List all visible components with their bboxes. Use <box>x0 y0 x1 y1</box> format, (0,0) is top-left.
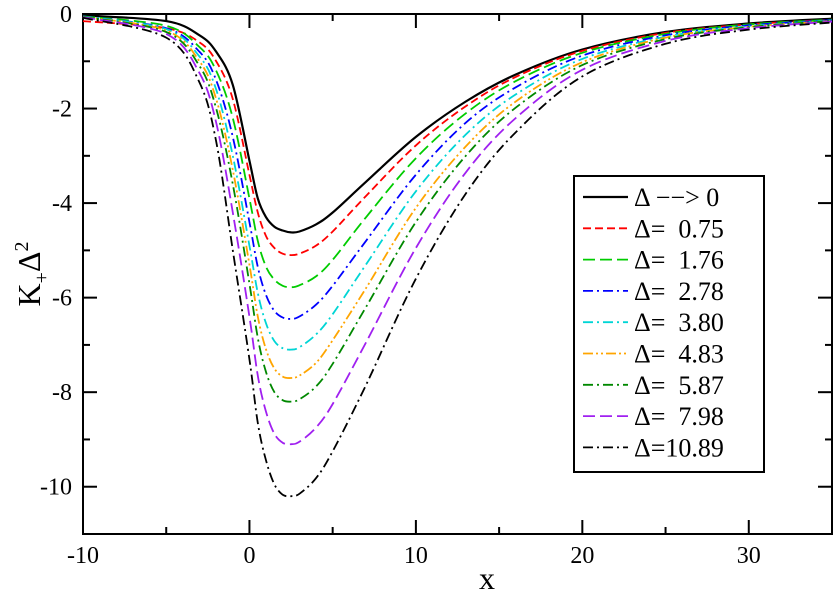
y-tick-label: -8 <box>52 380 72 406</box>
y-tick-labels: 0 -2 -4 -6 -8 -10 <box>40 2 72 501</box>
legend-label-8: Δ=10.89 <box>634 433 724 462</box>
series-line-2 <box>82 15 833 289</box>
y-axis-label-main: K <box>11 283 47 306</box>
legend-label-7: Δ= 7.98 <box>634 402 724 431</box>
y-axis-label: K+Δ2 <box>11 242 53 307</box>
legend-label-0: Δ −−> 0 <box>634 183 719 212</box>
x-tick-label: 10 <box>404 543 428 569</box>
y-axis-label-sub: + <box>31 272 53 283</box>
series-line-5 <box>82 15 833 379</box>
series-lines <box>82 14 833 498</box>
legend-label-4: Δ= 3.80 <box>634 308 724 337</box>
y-axis-label-sup: 2 <box>11 242 33 252</box>
series-line-7 <box>82 16 833 446</box>
legend-label-1: Δ= 0.75 <box>634 214 724 243</box>
plot-frame <box>82 13 833 535</box>
x-tick-label: 0 <box>243 543 255 569</box>
x-tick-label: -10 <box>67 543 99 569</box>
legend: Δ −−> 0Δ= 0.75 Δ= 1.76Δ= 2.78Δ= 3.80 Δ= 4.… <box>573 175 765 473</box>
y-axis-label-tail: Δ <box>11 252 47 273</box>
legend-label-6: Δ= 5.87 <box>634 371 724 400</box>
svg-text:K+Δ2: K+Δ2 <box>11 242 53 307</box>
y-tick-label: -6 <box>52 286 72 312</box>
y-tick-label: 0 <box>60 2 72 28</box>
series-line-3 <box>82 15 833 320</box>
legend-label-2: Δ= 1.76 <box>634 246 724 275</box>
series-line-8 <box>82 16 833 498</box>
y-tick-label: -2 <box>52 97 72 123</box>
legend-label-3: Δ= 2.78 <box>634 277 724 306</box>
legend-label-5: Δ= 4.83 <box>634 340 724 369</box>
y-tick-label: -10 <box>40 475 72 501</box>
x-tick-labels: -10 0 10 20 30 <box>67 543 761 569</box>
series-line-0 <box>82 14 833 234</box>
y-tick-label: -4 <box>52 191 72 217</box>
x-tick-label: 30 <box>737 543 761 569</box>
x-tick-label: 20 <box>570 543 594 569</box>
legend-box <box>573 175 765 473</box>
series-line-6 <box>82 15 833 403</box>
x-axis-label: x <box>479 560 495 593</box>
series-line-1 <box>82 18 833 257</box>
